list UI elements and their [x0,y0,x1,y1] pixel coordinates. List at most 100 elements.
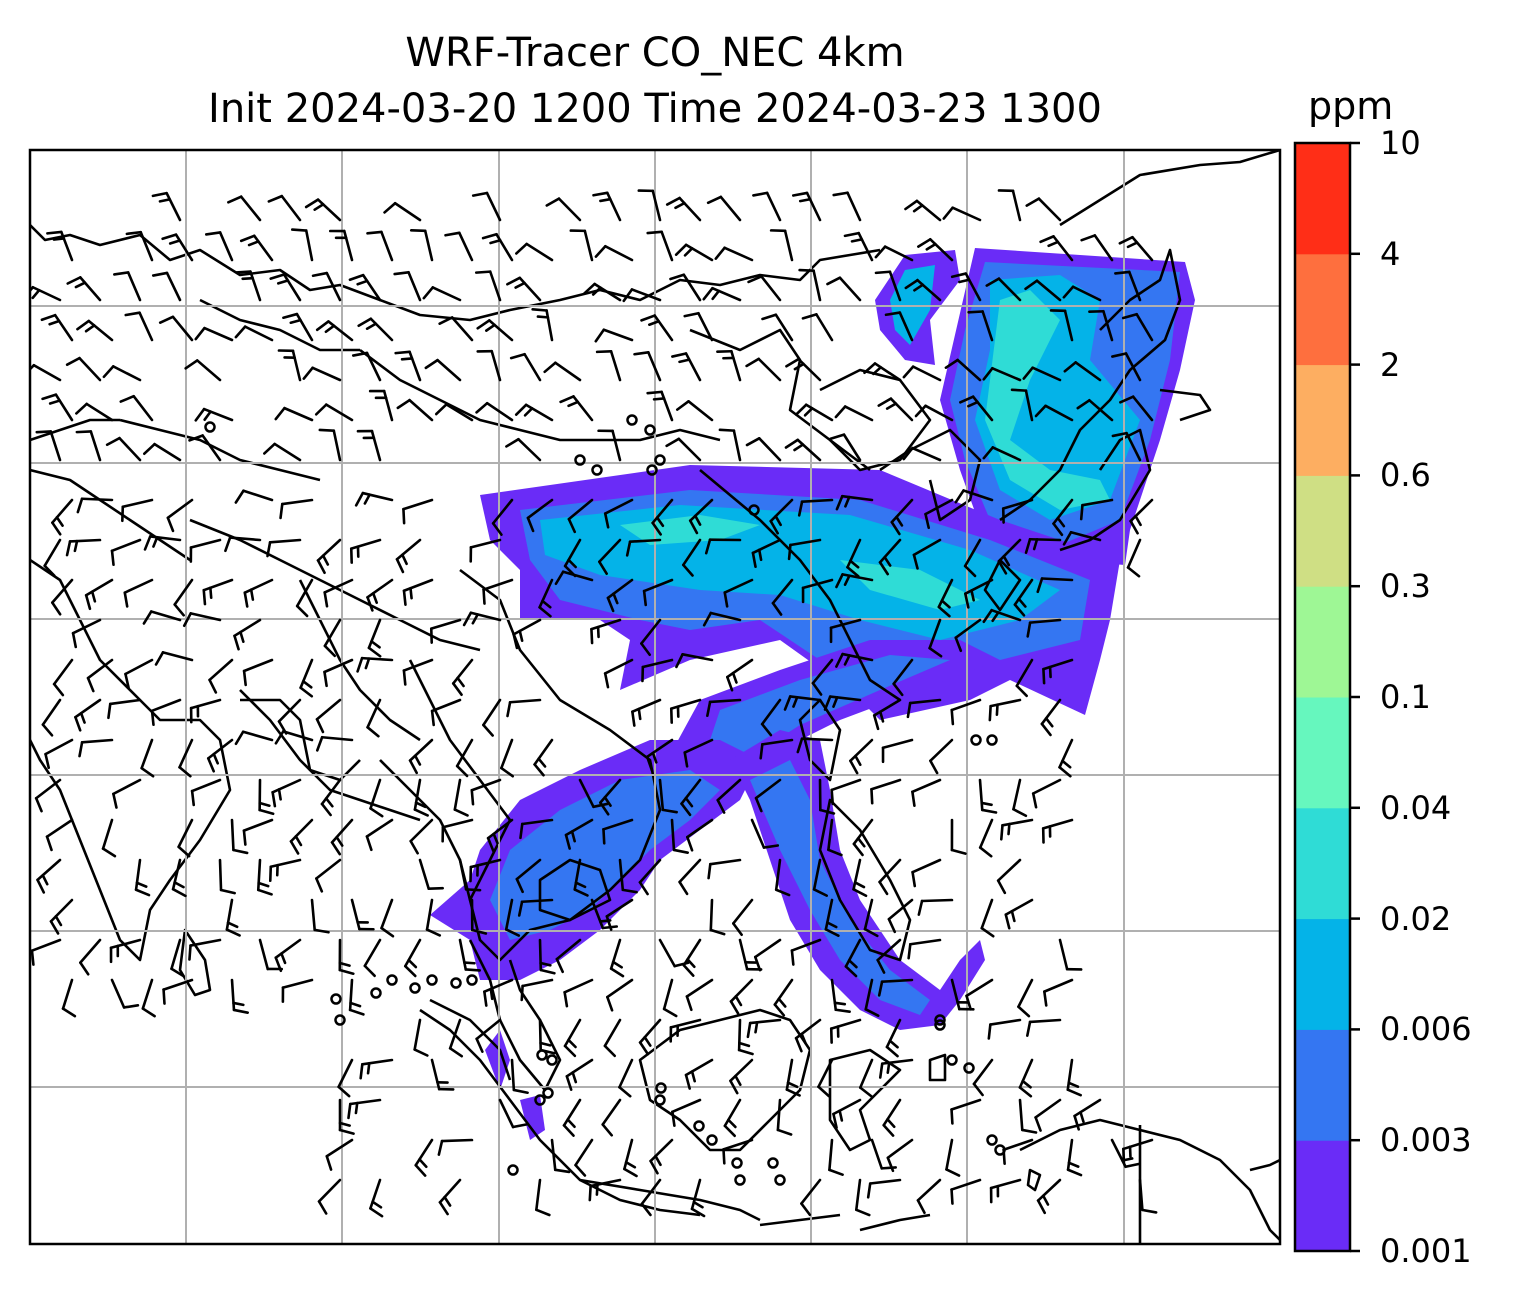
wind-barb [683,738,714,768]
wind-barb [194,407,234,422]
colorbar-tick-label: 0.04 [1380,788,1452,827]
wind-barb [1058,738,1074,778]
wind-barb [531,308,554,342]
wind-barb [1039,235,1074,262]
map-title-line2: Init 2024-03-20 1200 Time 2024-03-23 130… [208,86,1102,132]
wind-barb [603,498,634,529]
wind-barb [886,1138,914,1173]
wind-barb [602,818,634,845]
wind-barb [769,498,794,535]
wind-barb [1049,309,1074,342]
wind-barb-calm [970,734,982,746]
wind-barb [783,695,822,711]
wind-barb [75,402,114,422]
wind-barb [746,1018,782,1039]
colorbar-tick-label: 0.006 [1380,1010,1472,1049]
wind-barb [481,232,514,262]
wind-barb [753,938,782,972]
wind-barb [402,498,434,525]
wind-barb [510,1058,529,1095]
colorbar-tick-label: 0.6 [1380,456,1431,495]
wind-barb [289,818,314,855]
wind-barb [890,498,914,536]
wind-barb [928,618,943,658]
wind-barb [878,1058,914,1079]
gridlines [30,150,1280,1244]
wind-barb [978,818,994,858]
wind-barb [451,658,474,697]
wind-barb [598,538,622,576]
wind-barb [1114,270,1142,302]
wind-barb [1042,658,1074,685]
tracer-concentration-layer [430,248,1195,1140]
wind-barb-calm [591,464,603,476]
wind-barb [824,898,840,937]
wind-barb [119,394,154,422]
wind-barb [317,1178,342,1215]
wind-barb [295,578,314,618]
wind-barb [665,196,702,222]
wind-barb [798,268,822,302]
wind-barb [359,1058,394,1080]
wind-barb [204,231,234,262]
wind-barb [506,698,542,718]
wind-barb [110,978,140,1009]
wind-barb [1076,398,1114,422]
colorbar-tick-label: 0.02 [1380,899,1452,938]
wind-barb [498,1098,529,1129]
wind-barb [74,698,102,732]
wind-barb [274,938,302,973]
wind-barb [852,858,868,898]
wind-barb [268,858,302,883]
colorbar-tick-label: 0.1 [1380,678,1431,716]
wind-barb [230,978,249,1014]
coastline-segment [759,1213,841,1227]
colorbar [1293,141,1360,1253]
wind-barb [645,738,674,772]
wind-barb [1111,352,1142,382]
wind-barb [348,273,382,302]
wind-barb [413,1018,429,1057]
wind-barb [150,698,182,727]
wind-barb [383,201,422,222]
tracer-region [750,760,930,1015]
wind-barb [166,498,194,533]
wind-barb [1088,309,1114,342]
wind-barb [325,1138,354,1171]
wind-barb [917,238,954,262]
wind-barb [892,658,914,697]
wind-barb [500,738,515,778]
coastline-segment [859,1213,931,1232]
wind-barb [784,438,822,462]
coastline-segment [999,248,1182,522]
wind-barb [368,389,394,422]
wind-barb-calm [693,1120,705,1132]
wind-barb [964,578,994,609]
wind-barb-calm [774,1174,786,1186]
wind-barb [1062,530,1102,546]
wind-barb [538,938,556,975]
wind-barb [702,611,742,627]
wind-barb [30,938,62,966]
wind-barb [829,433,862,462]
wind-barb [161,233,194,262]
wind-barb [709,898,726,936]
wind-barb [429,618,462,644]
wind-barb [646,230,674,262]
wind-barb [877,978,914,997]
wind-barb [1015,658,1034,698]
wind-barb-calm [644,424,656,436]
wind-barb [835,494,874,511]
wind-barb [573,858,589,897]
wind-barb-calm [409,982,421,994]
wind-barb [658,938,690,968]
wind-barb [988,698,1022,722]
wind-barb [722,1138,754,1165]
wind-barb-calm [204,421,216,433]
wind-barb [870,778,902,805]
wind-barb-calm [654,1094,666,1106]
coastline-segment [30,224,881,322]
wind-barb [675,400,714,422]
wind-barb [978,778,998,814]
